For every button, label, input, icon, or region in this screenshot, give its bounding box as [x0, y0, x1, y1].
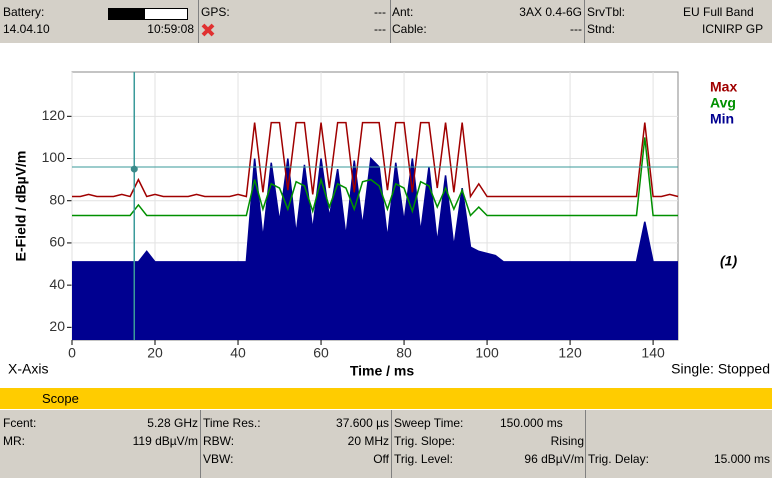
mode-title: Scope [42, 391, 79, 406]
value: 3AX 0.4-6G [519, 5, 582, 19]
value: EU Full Band [683, 5, 754, 19]
y-axis-label: E-Field / dBµV/m [13, 151, 29, 262]
x-axis-name: X-Axis [8, 361, 48, 377]
label: Sweep Time: [394, 416, 464, 430]
y-tick-label: 20 [49, 318, 65, 334]
separator [200, 410, 201, 478]
value: 150.000 ms [500, 416, 563, 430]
y-tick-label: 80 [49, 191, 65, 207]
gps-error-icon [201, 23, 215, 37]
trace-line [72, 137, 678, 217]
y-tick-label: 120 [42, 107, 66, 123]
separator [198, 0, 199, 43]
label: Stnd: [587, 22, 616, 36]
label: GPS: [201, 5, 230, 19]
y-tick-label: 40 [49, 276, 65, 292]
value: ICNIRP GP [702, 22, 764, 36]
footer [0, 410, 772, 478]
y-tick-label: 100 [42, 149, 66, 165]
x-tick-label: 80 [396, 345, 412, 361]
value: 15.000 ms [713, 452, 770, 466]
x-tick-label: 20 [147, 345, 163, 361]
x-tick-label: 140 [641, 345, 665, 361]
label: Ant: [392, 5, 414, 19]
date: 14.04.10 [3, 22, 50, 36]
value: Off [373, 452, 389, 466]
value: --- [374, 22, 386, 36]
value: Rising [550, 434, 584, 448]
value: 20 MHz [347, 434, 389, 448]
value: 5.28 GHz [147, 416, 198, 430]
battery-icon [108, 8, 188, 20]
area-fill [72, 158, 678, 340]
cursor-marker [130, 165, 138, 173]
label: SrvTbl: [587, 5, 626, 19]
separator [585, 410, 586, 478]
legend-label: Avg [710, 95, 736, 111]
separator [584, 0, 585, 43]
label: Trig. Delay: [588, 452, 649, 466]
time: 10:59:08 [147, 22, 194, 36]
x-axis-label: Time / ms [350, 363, 415, 379]
separator [391, 410, 392, 478]
value: 96 dBµV/m [524, 452, 584, 466]
label: Battery: [3, 5, 45, 19]
legend-label: Min [710, 111, 734, 127]
value: 37.600 µs [336, 416, 389, 430]
value: 119 dBµV/m [132, 434, 198, 448]
trace-line [72, 121, 679, 199]
legend-label: Max [710, 79, 737, 95]
mode-bar [0, 388, 772, 409]
status: Single: Stopped [671, 361, 770, 377]
label: VBW: [203, 452, 234, 466]
x-tick-label: 0 [68, 345, 76, 361]
annotation: (1) [720, 253, 737, 269]
value: --- [374, 5, 386, 19]
x-tick-label: 60 [313, 345, 329, 361]
separator [390, 0, 391, 43]
x-tick-label: 40 [230, 345, 246, 361]
label: Trig. Slope: [394, 434, 455, 448]
x-tick-label: 120 [558, 345, 582, 361]
trace-line [72, 156, 678, 263]
y-tick-label: 60 [49, 234, 65, 250]
header [0, 0, 772, 43]
label: Cable: [392, 22, 427, 36]
x-tick-label: 100 [475, 345, 499, 361]
label: Trig. Level: [394, 452, 453, 466]
label: RBW: [203, 434, 235, 448]
label: Fcent: [3, 416, 37, 430]
label: MR: [3, 434, 25, 448]
value: --- [570, 22, 582, 36]
label: Time Res.: [203, 416, 261, 430]
